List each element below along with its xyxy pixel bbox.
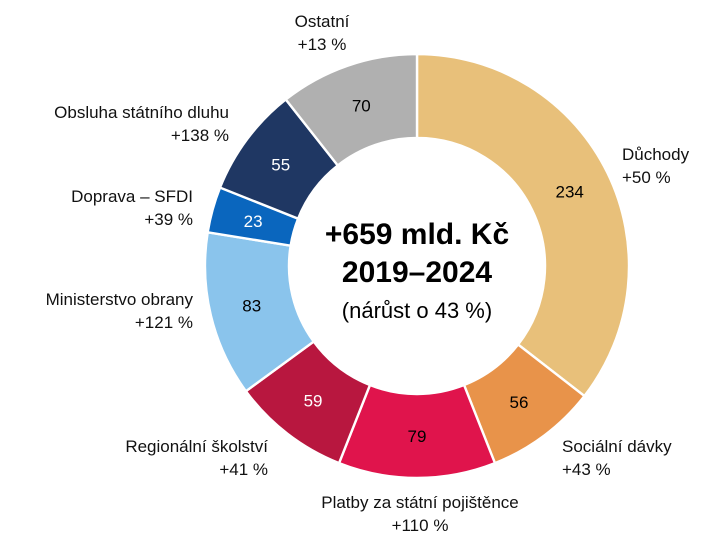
center-total: +659 mld. Kč (325, 218, 509, 251)
category-label-socialni-davky: Sociální dávky +43 % (562, 437, 672, 479)
donut-slices (203, 52, 631, 480)
category-label-doprava-sfdi: Doprava – SFDI +39 % (71, 187, 193, 229)
category-label-ostatni: Ostatní +13 % (295, 12, 350, 54)
value-label-ostatni: 70 (352, 96, 371, 115)
value-label-doprava-sfdi: 23 (244, 212, 263, 231)
center-summary: +659 mld. Kč 2019–2024 (nárůst o 43 %) (325, 218, 509, 323)
category-labels: Důchody +50 % Sociální dávky +43 % Platby za… (46, 12, 690, 535)
category-label-platby-za-statni-pojistence: Platby za státní pojištěnce +110 % (321, 493, 519, 535)
value-label-regionalni-skolstvi: 59 (304, 392, 323, 411)
value-label-socialni-davky: 56 (510, 393, 529, 412)
value-label-obsluha-statniho-dluhu: 55 (271, 155, 290, 174)
slice-ostatni (284, 52, 419, 168)
slice-values: 234 56 79 59 83 23 55 70 (242, 96, 584, 446)
value-label-ministerstvo-obrany: 83 (242, 297, 261, 316)
category-label-obsluha-statniho-dluhu: Obsluha státního dluhu +138 % (54, 103, 229, 145)
value-label-platby-za-statni-pojistence: 79 (408, 427, 427, 446)
center-growth: (nárůst o 43 %) (342, 298, 492, 323)
value-label-duchody: 234 (555, 182, 583, 201)
center-period: 2019–2024 (342, 256, 492, 289)
slice-duchody (415, 52, 631, 398)
category-label-regionalni-skolstvi: Regionální školství +41 % (125, 437, 268, 479)
category-label-duchody: Důchody +50 % (622, 145, 690, 187)
category-label-ministerstvo-obrany: Ministerstvo obrany +121 % (46, 290, 194, 332)
